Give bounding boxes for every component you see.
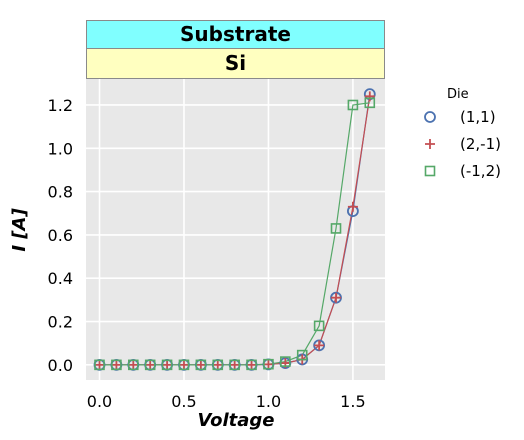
y-tick-label: 1.0	[48, 139, 73, 158]
data-point-plus	[229, 359, 240, 370]
y-tick-label: 1.2	[48, 96, 73, 115]
legend-title: Die	[447, 87, 469, 102]
data-point-plus	[364, 91, 375, 102]
data-point-plus	[111, 359, 122, 370]
data-point-square	[144, 359, 156, 371]
data-point-square	[161, 359, 173, 371]
data-point-plus	[178, 359, 189, 370]
data-point-square	[229, 359, 240, 371]
data-point-square	[212, 359, 224, 371]
data-point-square	[330, 223, 342, 234]
legend-marker-circle	[424, 111, 436, 123]
data-point-square	[178, 359, 190, 371]
data-point-plus	[212, 359, 223, 370]
legend: Die (1,1) (2,-1) (-1,2)	[424, 87, 501, 180]
y-axis-label: I [A]	[9, 208, 30, 252]
data-point-square	[111, 359, 122, 371]
series-markers	[93, 88, 376, 371]
data-point-square	[263, 358, 274, 370]
y-tick-label: 0.2	[48, 313, 73, 332]
data-point-plus	[347, 201, 358, 212]
x-tick-label: 1.5	[340, 392, 365, 411]
data-point-square	[127, 359, 139, 371]
data-point-plus	[162, 359, 173, 370]
data-point-plus	[263, 359, 274, 370]
data-point-square	[313, 320, 325, 332]
plot-panel	[86, 79, 385, 380]
y-tick-label: 0.6	[48, 226, 73, 245]
data-point-plus	[128, 359, 139, 370]
y-tick-label: 0.4	[48, 269, 73, 288]
x-tick-label: 0.0	[87, 392, 112, 411]
data-point-plus	[314, 340, 325, 351]
data-point-square	[246, 359, 257, 371]
legend-marker-square	[424, 165, 436, 177]
y-tick-label: 0.0	[48, 356, 73, 375]
legend-label: (-1,2)	[460, 162, 501, 180]
facet-strip-substrate-label: Substrate	[180, 22, 291, 46]
data-point-plus	[94, 359, 105, 370]
data-point-plus	[246, 359, 257, 370]
facet-strip-si-label: Si	[224, 51, 247, 75]
legend-label: (2,-1)	[460, 135, 501, 153]
legend-marker-plus	[425, 139, 435, 149]
x-tick-label: 0.5	[171, 392, 196, 411]
data-point-plus	[195, 359, 206, 370]
x-tick-label: 1.0	[256, 392, 281, 411]
data-point-plus	[331, 292, 342, 303]
data-point-square	[347, 99, 359, 111]
data-point-square	[195, 359, 207, 371]
data-point-square	[94, 359, 105, 371]
facet-strip-substrate: Substrate	[86, 20, 385, 49]
data-point-square	[280, 356, 291, 367]
data-point-square	[364, 97, 376, 109]
x-axis-label: Voltage	[197, 410, 274, 431]
legend-label: (1,1)	[460, 108, 496, 126]
grid-vertical	[98, 79, 354, 380]
y-tick-labels: 0.0 0.2 0.4 0.6 0.8 1.0 1.2	[48, 96, 73, 375]
data-point-square	[296, 349, 308, 361]
x-tick-labels: 0.0 0.5 1.0 1.5	[87, 392, 366, 411]
facet-strip-si: Si	[86, 49, 385, 79]
y-tick-label: 0.8	[48, 183, 73, 202]
data-point-plus	[145, 359, 156, 370]
